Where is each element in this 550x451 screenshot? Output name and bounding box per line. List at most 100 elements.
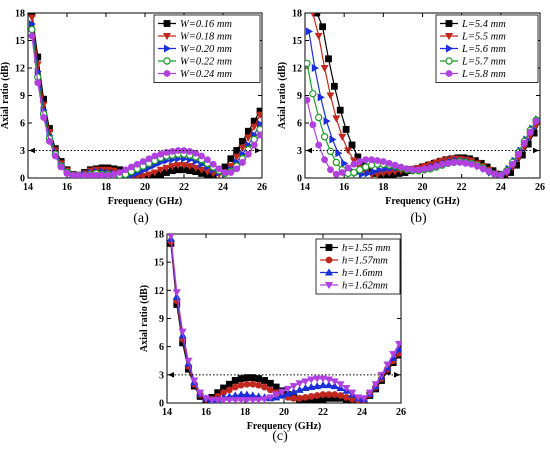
data-point xyxy=(87,171,94,178)
data-point xyxy=(332,170,340,178)
data-point xyxy=(237,381,245,389)
y-tick-label: 6 xyxy=(20,119,25,130)
data-point xyxy=(266,379,274,387)
legend-entry: W=0.18 mm xyxy=(158,32,232,43)
data-point xyxy=(318,375,328,383)
data-point xyxy=(509,160,516,168)
data-point xyxy=(209,160,217,168)
x-tick-label: 18 xyxy=(378,182,388,193)
data-point xyxy=(324,381,333,389)
legend-entry: W=0.16 mm xyxy=(158,19,232,30)
data-point xyxy=(197,166,206,174)
data-point xyxy=(409,166,417,174)
data-point xyxy=(325,391,333,398)
data-point xyxy=(231,397,240,403)
legend-marker xyxy=(164,44,172,53)
y-tick-label: 3 xyxy=(20,146,25,157)
data-point xyxy=(350,168,358,177)
legend: L=5.4 mm L=5.5 mmL=5.6 mm L=5.7 mmL=5.8 mm xyxy=(435,14,539,83)
data-point xyxy=(261,383,268,391)
reference-arrow-left xyxy=(29,147,35,154)
data-point xyxy=(162,164,171,173)
x-axis-label: Frequency (GHz) xyxy=(108,196,183,207)
y-tick-label: 12 xyxy=(154,286,164,297)
data-point xyxy=(432,162,440,170)
legend-marker xyxy=(163,70,171,77)
data-point xyxy=(365,389,374,397)
data-point xyxy=(185,163,194,171)
y-tick-label: 9 xyxy=(159,314,164,325)
data-point xyxy=(305,96,311,104)
y-tick-label: 15 xyxy=(154,258,164,269)
data-point xyxy=(376,165,384,174)
data-point xyxy=(313,375,322,383)
data-point xyxy=(81,171,88,178)
data-point xyxy=(174,162,183,170)
panel-label: (b) xyxy=(410,211,427,226)
data-point xyxy=(348,141,356,149)
y-axis-label: Axial ratio (dB) xyxy=(139,285,150,352)
data-point xyxy=(497,171,505,178)
x-tick-label: 20 xyxy=(140,182,150,193)
data-point xyxy=(278,388,287,396)
series-3 xyxy=(167,234,401,403)
legend-label: h=1.55 mm xyxy=(342,243,391,254)
legend-entry: W=0.22 mm xyxy=(158,57,232,68)
data-point xyxy=(225,397,234,403)
data-point xyxy=(92,171,100,178)
data-point xyxy=(295,385,304,393)
legend-label: W=0.24 mm xyxy=(180,69,232,80)
data-point xyxy=(28,32,36,40)
x-tick-label: 18 xyxy=(101,182,111,193)
data-point xyxy=(336,106,344,114)
y-tick-label: 9 xyxy=(20,91,25,102)
data-point xyxy=(46,137,53,145)
data-point xyxy=(28,14,36,22)
x-tick-label: 26 xyxy=(257,182,267,193)
data-point xyxy=(307,393,315,400)
data-point xyxy=(359,395,368,403)
data-point xyxy=(257,119,262,128)
data-point xyxy=(301,378,310,386)
legend-label: W=0.18 mm xyxy=(180,32,232,43)
data-point xyxy=(168,163,177,171)
data-point xyxy=(266,394,275,402)
data-point xyxy=(364,169,372,178)
panel-b: 14 16 18 20 22 24 26 0 3 6 9 12 15 18 Frequency (GHz) A… xyxy=(277,9,545,227)
data-point xyxy=(227,169,235,176)
data-point xyxy=(172,289,181,297)
x-tick-label: 14 xyxy=(162,407,172,418)
x-tick-label: 14 xyxy=(23,182,33,193)
x-tick-label: 24 xyxy=(357,407,367,418)
data-point xyxy=(342,126,350,133)
data-point xyxy=(145,155,153,163)
legend-label: h=1.62mm xyxy=(342,281,388,292)
y-tick-label: 0 xyxy=(20,174,25,185)
data-point xyxy=(397,163,405,171)
data-point xyxy=(244,150,252,158)
y-tick-label: 3 xyxy=(297,146,302,157)
x-tick-label: 26 xyxy=(535,182,545,193)
legend-marker xyxy=(445,20,453,27)
reference-line-3db xyxy=(168,372,400,378)
data-point xyxy=(491,170,499,178)
data-point xyxy=(348,389,357,397)
data-point xyxy=(362,156,370,164)
y-axis-label: Axial ratio (dB) xyxy=(0,62,11,129)
x-tick-label: 22 xyxy=(457,182,467,193)
data-point xyxy=(203,156,211,164)
reference-arrow-left xyxy=(168,372,174,378)
data-point xyxy=(127,163,135,171)
data-point xyxy=(296,394,303,402)
data-point xyxy=(184,357,193,365)
data-point xyxy=(178,328,187,336)
data-point xyxy=(244,134,253,142)
legend-label: L=5.6 mm xyxy=(461,44,506,55)
panel-a: 14 16 18 20 22 24 26 0 3 6 9 12 15 18 Frequency (GHz) A… xyxy=(0,9,267,227)
series-4 xyxy=(28,32,262,178)
data-point xyxy=(283,385,292,394)
x-tick-label: 26 xyxy=(396,407,406,418)
data-point xyxy=(520,139,528,147)
y-tick-label: 3 xyxy=(159,370,164,381)
